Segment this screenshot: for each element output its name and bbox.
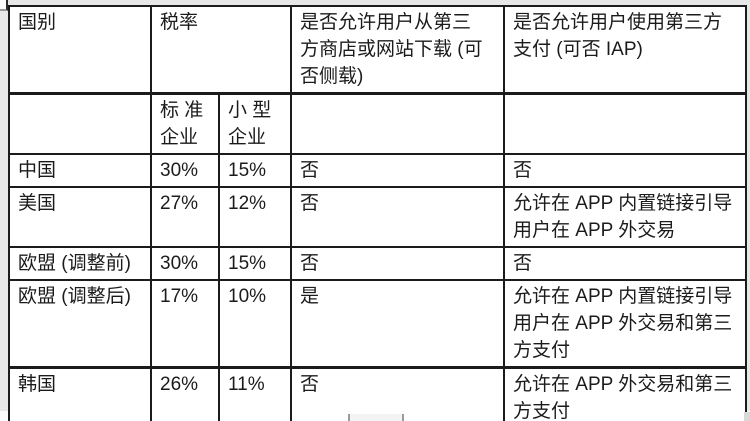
bottom-edge-fragment bbox=[348, 414, 404, 421]
table-row-usa: 美国 27% 12% 否 允许在 APP 内置链接引导 用户在 APP 外交易 bbox=[8, 186, 748, 248]
cell-standard-rate: 26% bbox=[150, 366, 220, 421]
cell-small-rate: 10% bbox=[217, 279, 293, 369]
header-sideload: 是否允许用户从第三 方商店或网站下载 (可 否侧载) bbox=[290, 5, 506, 95]
table-header-row: 国别 税率 是否允许用户从第三 方商店或网站下载 (可 否侧载) 是否允许用户使… bbox=[8, 5, 748, 95]
cell-sideload: 否 bbox=[290, 366, 506, 421]
top-left-corner-fragment bbox=[0, 0, 8, 11]
bottom-right-corner-fragment bbox=[744, 412, 750, 421]
table-row-china: 中国 30% 15% 否 否 bbox=[8, 153, 748, 188]
table-row-eu-after: 欧盟 (调整后) 17% 10% 是 允许在 APP 内置链接引导 用户在 AP… bbox=[8, 279, 748, 369]
cell-payment: 允许在 APP 内置链接引导 用户在 APP 外交易和第三 方支付 bbox=[503, 279, 748, 369]
cell-sideload: 否 bbox=[290, 186, 506, 248]
cell-standard-rate: 30% bbox=[150, 153, 220, 188]
cell-small-rate: 15% bbox=[217, 246, 293, 281]
cell-payment: 允许在 APP 内置链接引导 用户在 APP 外交易 bbox=[503, 186, 748, 248]
cell-country: 韩国 bbox=[8, 366, 152, 421]
cell-standard-rate: 17% bbox=[150, 279, 220, 369]
cell-country: 美国 bbox=[8, 186, 152, 248]
header-third-party-payment: 是否允许用户使用第三方 支付 (可否 IAP) bbox=[503, 5, 748, 95]
cell-payment: 允许在 APP 外交易和第三 方支付 bbox=[503, 366, 748, 421]
cell-small-rate: 11% bbox=[217, 366, 293, 421]
cell-standard-rate: 30% bbox=[150, 246, 220, 281]
subheader-empty-sideload bbox=[290, 92, 506, 155]
subheader-standard-enterprise: 标 准 企业 bbox=[150, 92, 220, 155]
cell-standard-rate: 27% bbox=[150, 186, 220, 248]
cell-country: 中国 bbox=[8, 153, 152, 188]
cell-country: 欧盟 (调整前) bbox=[8, 246, 152, 281]
subheader-empty-payment bbox=[503, 92, 748, 155]
cell-payment: 否 bbox=[503, 246, 748, 281]
table-row-korea: 韩国 26% 11% 否 允许在 APP 外交易和第三 方支付 bbox=[8, 366, 748, 421]
table-subheader-row: 标 准 企业 小 型 企业 bbox=[8, 92, 748, 155]
table-row-eu-before: 欧盟 (调整前) 30% 15% 否 否 bbox=[8, 246, 748, 281]
subheader-small-enterprise: 小 型 企业 bbox=[217, 92, 293, 155]
header-tax-rate: 税率 bbox=[149, 5, 293, 95]
cell-sideload: 是 bbox=[290, 279, 506, 369]
cell-sideload: 否 bbox=[290, 153, 506, 188]
cell-small-rate: 12% bbox=[217, 186, 293, 248]
header-country: 国别 bbox=[8, 5, 152, 95]
tax-policy-table: 国别 税率 是否允许用户从第三 方商店或网站下载 (可 否侧载) 是否允许用户使… bbox=[8, 5, 748, 421]
cell-small-rate: 15% bbox=[217, 153, 293, 188]
cell-sideload: 否 bbox=[290, 246, 506, 281]
cell-country: 欧盟 (调整后) bbox=[8, 279, 152, 369]
subheader-empty-country bbox=[8, 92, 152, 155]
cell-payment: 否 bbox=[503, 153, 748, 188]
